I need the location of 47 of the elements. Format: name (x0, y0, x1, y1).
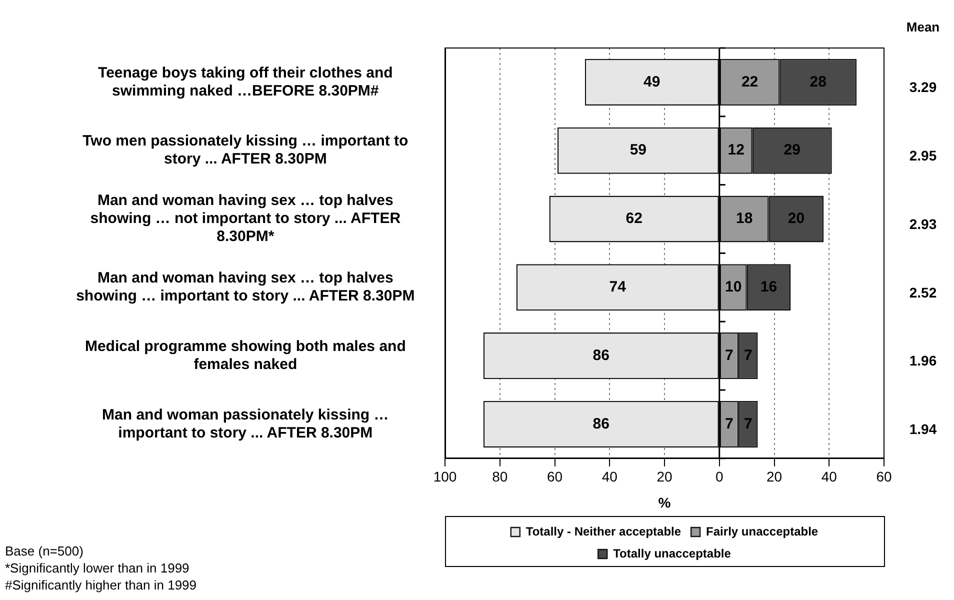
data-label: 16 (760, 278, 778, 296)
x-tick-label: 80 (492, 468, 508, 485)
y-tick-label: Man and woman passionately kissing … important to story ... AFTER 8.30PM (102, 406, 389, 442)
text: 2.52 (909, 284, 937, 300)
data-label: 86 (592, 415, 610, 432)
x-tick-label: 60 (876, 468, 892, 485)
y-tick-label: Two men passionately kissing … important to story ... AFTER 8.30PM (82, 132, 408, 168)
data-label: 62 (626, 210, 642, 228)
legend-label: Totally - Neither acceptable (526, 524, 682, 538)
text: 2.93 (909, 216, 937, 232)
y-tick-label: Teenage boys taking off their clothes and swimming naked …BEFORE 8.30PM# (98, 64, 393, 100)
data-label: 12 (728, 142, 744, 159)
data-label: 20 (788, 210, 805, 228)
x-tick-label: 40 (602, 468, 618, 485)
data-label: 22 (741, 73, 758, 90)
text: 1.94 (909, 421, 937, 438)
legend-label: Fairly unacceptable (706, 524, 818, 538)
text: 1.96 (909, 352, 937, 369)
data-label: 59 (630, 142, 647, 159)
data-label: 7 (725, 415, 734, 432)
text: #Significantly higher than in 1999 (5, 578, 197, 593)
data-label: 7 (725, 346, 734, 364)
x-tick-label: 60 (546, 468, 563, 485)
y-tick-label: Medical programme showing both males and females naked (84, 338, 406, 373)
y-tick-label: Man and woman having sex … top halves showing … important to story ... AFTER 8.30PM (76, 270, 415, 305)
data-label: 74 (609, 278, 627, 296)
y-tick-label: Man and woman having sex … top halves showing … not important to story ... AFTER 8.30PM* (90, 192, 401, 246)
data-label: 7 (744, 415, 752, 432)
x-tick-label: 20 (766, 468, 782, 485)
data-label: 49 (644, 73, 660, 90)
text: *Significantly lower than in 1999 (5, 560, 190, 576)
data-label: 86 (592, 346, 610, 364)
legend-label: Totally unacceptable (613, 546, 732, 560)
x-tick-label: 40 (821, 468, 838, 485)
text: 3.29 (909, 79, 937, 96)
data-label: 10 (725, 278, 742, 296)
x-tick-label: 100 (433, 468, 457, 485)
y2-axis-title: Mean (906, 20, 940, 35)
x-axis-title: % (658, 494, 672, 510)
data-label: 18 (736, 210, 753, 228)
text: Base (n=500) (5, 544, 84, 559)
x-tick-label: 0 (715, 468, 724, 485)
text: 2.95 (909, 147, 937, 164)
x-tick-label: 20 (656, 468, 672, 485)
data-label: 28 (810, 73, 826, 90)
data-label: 7 (744, 346, 752, 364)
data-label: 29 (784, 142, 800, 159)
